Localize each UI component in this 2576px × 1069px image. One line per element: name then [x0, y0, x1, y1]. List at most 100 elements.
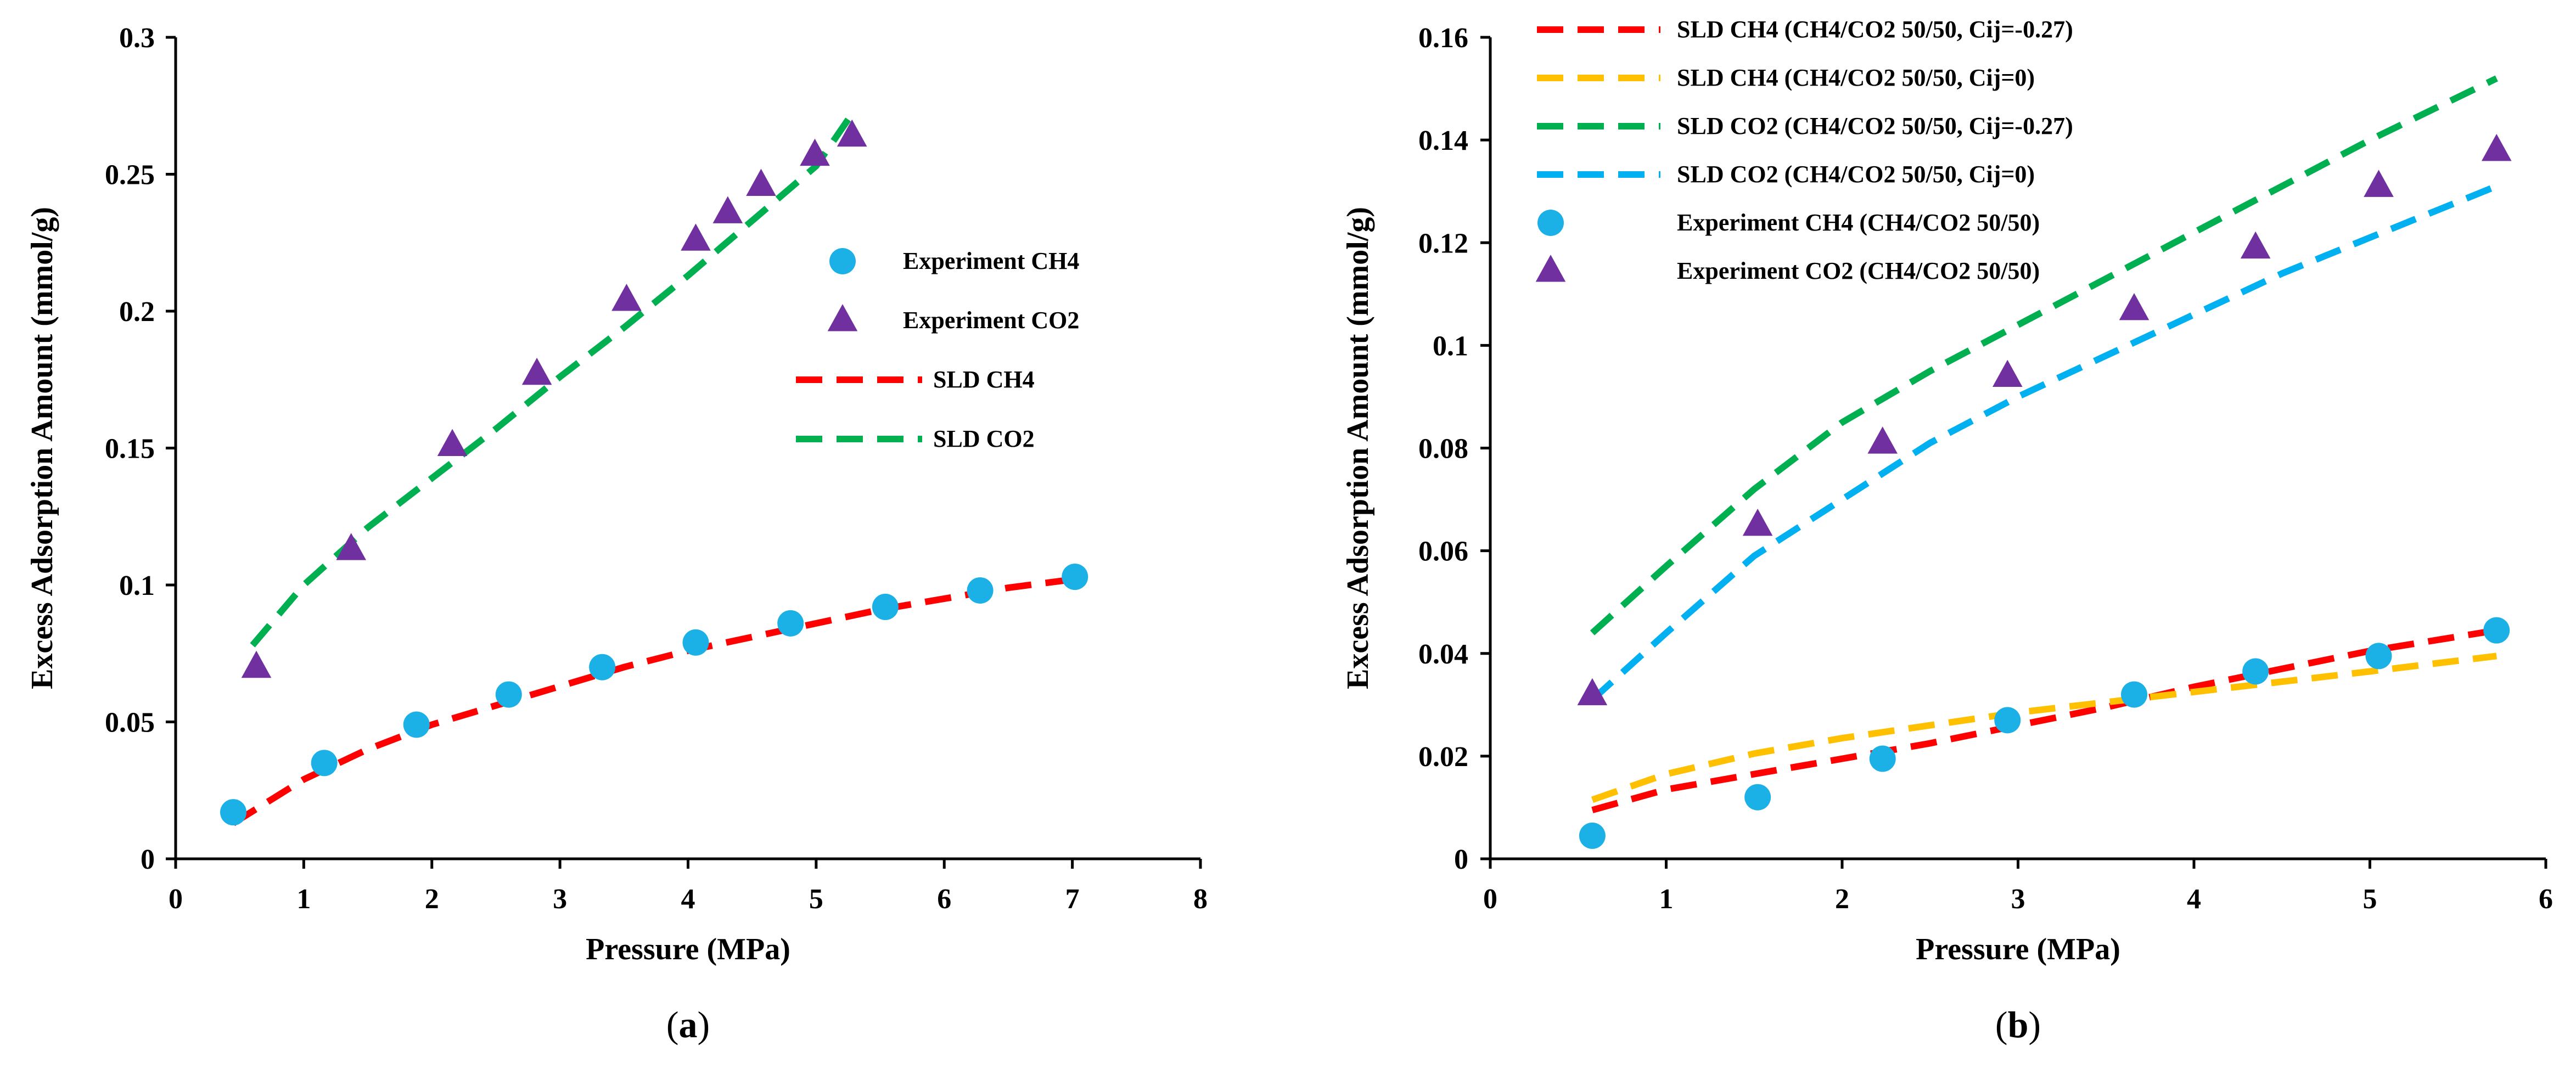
y-tick-label: 0.2 [119, 296, 155, 328]
y-axis-title: Excess Adsorption Amount (mmol/g) [1341, 207, 1375, 689]
data-point [1579, 822, 1606, 849]
data-point [311, 750, 338, 777]
x-tick-label: 4 [2187, 884, 2201, 915]
x-tick-label: 2 [1835, 884, 1849, 915]
x-tick-label: 5 [2363, 884, 2377, 915]
data-point [403, 711, 430, 738]
legend: SLD CH4 (CH4/CO2 50/50, Cij=-0.27) SLD CH… [1535, 16, 2073, 284]
legend-label: SLD CO2 (CH4/CO2 50/50, Cij=0) [1677, 161, 2035, 188]
y-tick-label: 0.08 [1418, 434, 1468, 465]
data-point [800, 138, 830, 166]
legend-label: Experiment CH4 (CH4/CO2 50/50) [1677, 209, 2040, 236]
data-point [1577, 678, 1608, 706]
x-tick-label: 0 [1483, 884, 1497, 915]
legend-symbol [1537, 210, 1564, 236]
y-tick-label: 0 [141, 844, 155, 875]
caption-open: ( [1995, 1004, 2008, 1045]
data-point [1742, 508, 1773, 536]
data-point [837, 119, 867, 147]
x-tick-label: 2 [425, 884, 439, 915]
legend-label: SLD CO2 (CH4/CO2 50/50, Cij=-0.27) [1677, 112, 2073, 139]
legend-symbol [1535, 255, 1566, 282]
legend-label: SLD CH4 (CH4/CO2 50/50, Cij=-0.27) [1677, 16, 2073, 43]
x-tick-label: 8 [1193, 884, 1208, 915]
y-tick-label: 0.06 [1418, 536, 1468, 567]
y-tick-label: 0.12 [1418, 228, 1468, 259]
caption-close: ) [2028, 1004, 2041, 1045]
data-point [1744, 784, 1771, 811]
x-tick-label: 7 [1065, 884, 1080, 915]
y-tick-label: 0.04 [1418, 639, 1468, 670]
caption-open: ( [666, 1004, 679, 1045]
legend-label: SLD CO2 [933, 425, 1035, 452]
series-line [1591, 627, 2498, 813]
y-tick-label: 0.14 [1418, 125, 1468, 156]
legend-label: Experiment CO2 [903, 307, 1079, 334]
x-tick-label: 1 [296, 884, 311, 915]
data-point [967, 577, 994, 604]
x-tick-label: 6 [937, 884, 951, 915]
data-point [2240, 231, 2271, 259]
data-point [611, 284, 642, 311]
chart-panel-b: 0 0.02 0.04 0.06 0.08 0.1 0.12 0.14 0.16 0 1 2 3 4 5 6 P… [1341, 16, 2553, 1045]
caption-letter: a [679, 1004, 698, 1045]
y-tick-label: 0.05 [105, 707, 155, 739]
panel-caption: (a) [666, 1004, 710, 1045]
data-point [521, 357, 552, 385]
data-point [220, 799, 247, 826]
series-line [1590, 183, 2498, 702]
legend-symbol [827, 304, 858, 331]
x-tick-label: 1 [1659, 884, 1674, 915]
y-tick-label: 0.02 [1418, 741, 1468, 773]
x-axis-title: Pressure (MPa) [1916, 932, 2120, 966]
chart-panel-a: 0 0.05 0.1 0.15 0.2 0.25 0.3 0 1 2 3 4 5 6 7 8 Pressure … [25, 22, 1208, 1045]
data-point [1062, 564, 1088, 590]
panel-caption: (b) [1995, 1004, 2041, 1045]
legend-label: SLD CH4 (CH4/CO2 50/50, Cij=0) [1677, 64, 2035, 91]
data-point [1994, 707, 2021, 734]
x-tick-label: 3 [553, 884, 567, 915]
x-tick-label: 6 [2539, 884, 2553, 915]
y-tick-label: 0.3 [119, 22, 155, 54]
data-point [712, 196, 743, 223]
data-point [872, 593, 899, 620]
data-point [2119, 292, 2150, 320]
y-tick-label: 0.1 [119, 570, 155, 601]
data-point [777, 610, 804, 637]
legend-label: SLD CH4 [933, 366, 1035, 393]
data-point [2242, 658, 2269, 685]
x-tick-label: 0 [169, 884, 183, 915]
series-line [1591, 652, 2498, 803]
data-point [495, 681, 522, 708]
data-point [1869, 745, 1896, 772]
data-point [2121, 681, 2148, 708]
y-tick-label: 0 [1454, 844, 1468, 875]
data-point [1992, 359, 2023, 387]
data-point [437, 429, 468, 457]
caption-letter: b [2008, 1004, 2029, 1045]
y-tick-label: 0.1 [1433, 330, 1468, 362]
legend-label: Experiment CO2 (CH4/CO2 50/50) [1677, 257, 2040, 284]
x-tick-label: 5 [809, 884, 823, 915]
legend: Experiment CH4 Experiment CO2 SLD CH4 SLD C… [796, 247, 1079, 452]
data-point [1867, 426, 1898, 454]
x-tick-label: 4 [681, 884, 695, 915]
x-tick-label: 3 [2011, 884, 2025, 915]
y-tick-label: 0.25 [105, 160, 155, 191]
legend-label: Experiment CH4 [903, 247, 1079, 274]
data-point [589, 654, 616, 680]
data-point [336, 533, 367, 560]
caption-close: ) [698, 1004, 710, 1045]
legend-symbol [829, 248, 856, 274]
x-axis-title: Pressure (MPa) [586, 932, 790, 966]
y-tick-label: 0.16 [1418, 22, 1468, 54]
data-point [2364, 170, 2394, 197]
data-point [241, 650, 272, 678]
data-point [2483, 617, 2510, 644]
data-point [2365, 643, 2392, 669]
series-line [231, 576, 1073, 826]
series-line [1590, 75, 2498, 635]
data-point [746, 168, 776, 196]
data-point [682, 629, 709, 656]
